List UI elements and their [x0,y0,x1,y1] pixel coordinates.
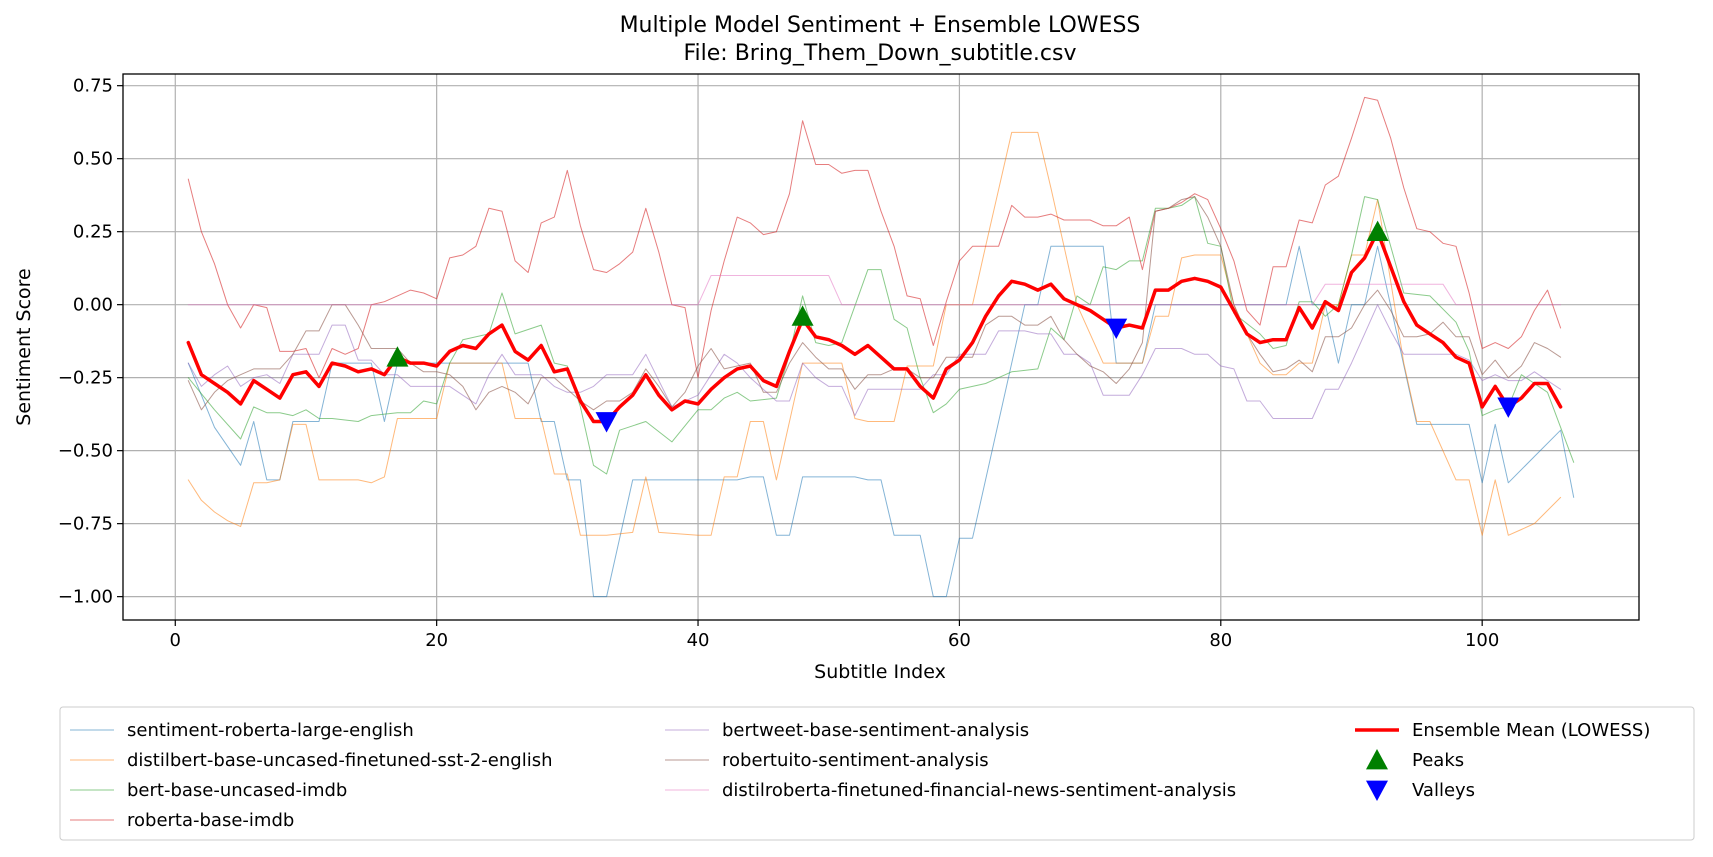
peak-marker [386,346,409,367]
legend-item: roberta-base-imdb [70,810,294,831]
legend-item: distilbert-base-uncased-finetuned-sst-2-… [70,750,552,771]
x-tick-label: 40 [687,630,710,651]
legend-item: bert-base-uncased-imdb [70,780,347,801]
legend-item: robertuito-sentiment-analysis [665,750,989,771]
legend-peak-swatch [1366,749,1388,770]
legend-label: roberta-base-imdb [127,810,294,831]
legend-valley-swatch [1366,780,1388,801]
legend-label: robertuito-sentiment-analysis [722,750,989,771]
y-axis-label: Sentiment Score [13,268,35,425]
y-tick-label: 0.25 [73,222,113,243]
peak-valley-markers [386,220,1520,433]
x-tick-label: 80 [1209,630,1232,651]
legend-item: sentiment-roberta-large-english [70,720,414,741]
legend-item: Ensemble Mean (LOWESS) [1355,720,1650,741]
legend-frame [59,706,1695,841]
series-lines [186,96,1575,598]
valley-marker [595,412,618,433]
legend: sentiment-roberta-large-english distilber… [59,706,1695,841]
y-tick-label: −0.25 [58,368,113,389]
legend-item: bertweet-base-sentiment-analysis [665,720,1029,741]
y-axis-ticks: 0.75 0.50 0.25 0.00 −0.25 −0.50 −0.75 −1.00 [58,76,123,608]
peak-marker [1366,220,1389,242]
x-tick-label: 20 [425,630,448,651]
valley-marker [1497,397,1520,418]
y-tick-label: −0.75 [58,514,113,535]
series-line-4 [187,96,1562,379]
legend-item: distilroberta-finetuned-financial-news-s… [665,780,1236,801]
legend-label: Peaks [1412,750,1464,771]
legend-label: sentiment-roberta-large-english [127,720,414,741]
series-line-5 [187,304,1562,419]
legend-label: distilbert-base-uncased-finetuned-sst-2-… [127,750,552,771]
x-axis-ticks: 0 20 40 60 80 100 [170,620,1499,651]
x-tick-label: 100 [1465,630,1499,651]
peak-marker [791,305,814,326]
valley-marker [1105,318,1128,340]
legend-label: distilroberta-finetuned-financial-news-s… [722,780,1236,801]
chart-title: Multiple Model Sentiment + Ensemble LOWE… [620,13,1141,38]
y-tick-label: −1.00 [58,587,113,608]
series-line-8 [186,229,1563,424]
y-tick-label: 0.75 [73,76,113,97]
legend-label: Ensemble Mean (LOWESS) [1412,720,1650,741]
legend-item: Valleys [1366,780,1475,801]
y-tick-label: 0.00 [73,295,113,316]
y-tick-label: 0.50 [73,149,113,170]
legend-label: bertweet-base-sentiment-analysis [722,720,1029,741]
series-line-6 [187,196,1562,411]
y-tick-label: −0.50 [58,441,113,462]
x-tick-label: 60 [948,630,971,651]
legend-label: bert-base-uncased-imdb [127,780,347,801]
legend-label: Valleys [1412,780,1475,801]
x-axis-label: Subtitle Index [814,661,946,683]
plot-frame [122,73,1640,621]
x-tick-label: 0 [170,630,181,651]
chart-subtitle: File: Bring_Them_Down_subtitle.csv [683,41,1076,66]
legend-item: Peaks [1366,749,1464,771]
